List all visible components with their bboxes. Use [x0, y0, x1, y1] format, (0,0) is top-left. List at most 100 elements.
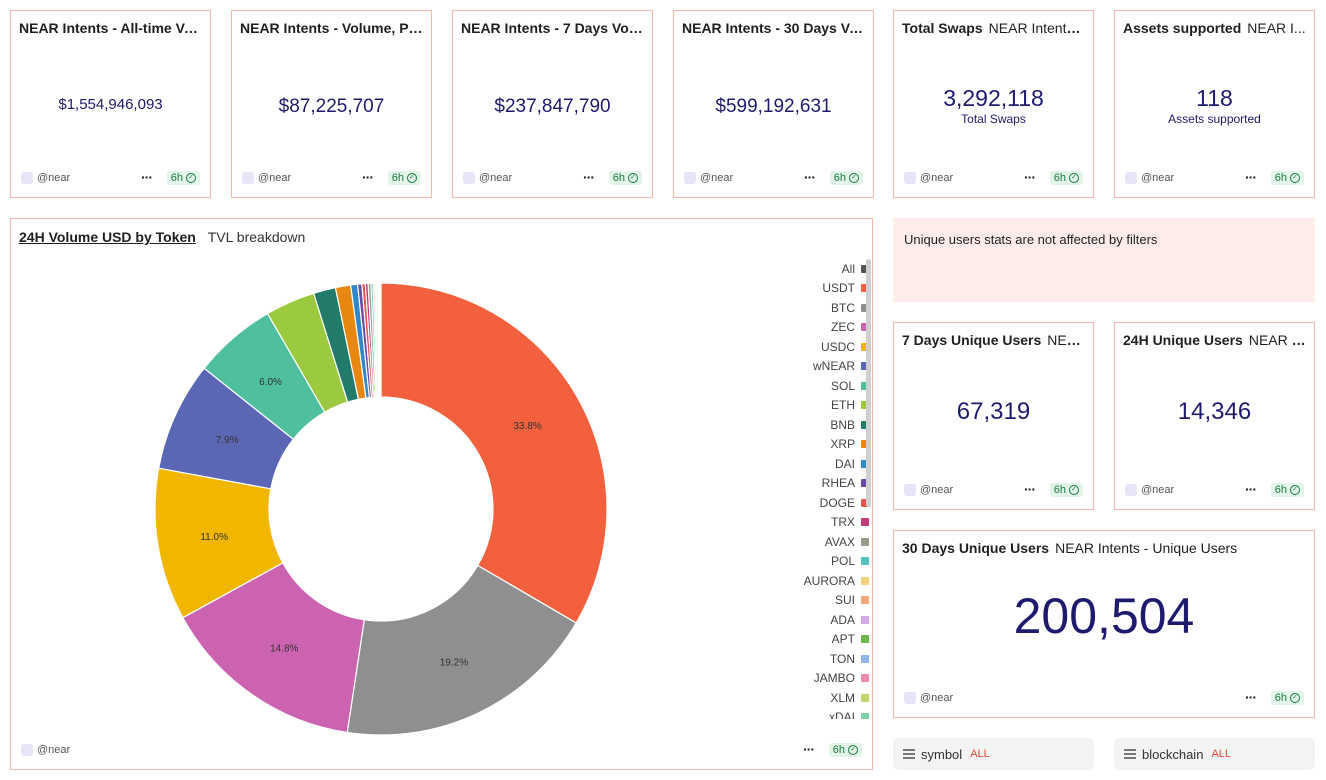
legend-item-pol[interactable]: POL — [781, 552, 869, 572]
more-menu-icon[interactable]: ··· — [583, 169, 595, 185]
card-title-text: NEAR Intents - Volume, Pa... — [240, 20, 423, 36]
legend-label: xDAI — [828, 710, 855, 719]
slice-usdt[interactable] — [380, 282, 608, 624]
owner[interactable]: @near — [21, 744, 70, 756]
legend-item-usdt[interactable]: USDT — [781, 279, 869, 299]
legend-item-apt[interactable]: APT — [781, 630, 869, 650]
card-footer: @near ··· 6h ✓ — [1125, 481, 1304, 500]
more-menu-icon[interactable]: ··· — [1024, 169, 1036, 185]
owner[interactable]: @near — [463, 172, 512, 184]
legend-swatch — [861, 537, 869, 546]
legend-swatch — [861, 420, 869, 429]
filter-symbol[interactable]: symbol ALL — [893, 738, 1094, 770]
legend-item-avax[interactable]: AVAX — [781, 532, 869, 552]
owner[interactable]: @near — [684, 172, 733, 184]
legend-item-xdai[interactable]: xDAI — [781, 708, 869, 719]
legend-item-xlm[interactable]: XLM — [781, 688, 869, 708]
refresh-badge: 6h ✓ — [387, 171, 421, 185]
kpi-card[interactable]: NEAR Intents - All-time Vol... $1,554,94… — [10, 10, 211, 198]
legend-item-wnear[interactable]: wNEAR — [781, 357, 869, 377]
legend-label: ZEC — [831, 320, 855, 335]
more-menu-icon[interactable]: ··· — [804, 169, 816, 185]
users-card[interactable]: 24H Unique Users NEAR I... 14,346 @near ·… — [1114, 322, 1315, 510]
owner[interactable]: @near — [904, 172, 953, 184]
avatar — [1125, 172, 1137, 184]
card-subtitle: NEAR I... — [1248, 332, 1306, 348]
filter-label: blockchain — [1142, 746, 1204, 762]
legend-item-all[interactable]: All — [781, 259, 869, 279]
owner[interactable]: @near — [904, 484, 953, 496]
kpi-card[interactable]: NEAR Intents - Volume, Pa... $87,225,707… — [231, 10, 432, 198]
filter-label: symbol — [921, 746, 963, 762]
check-icon: ✓ — [848, 745, 858, 755]
more-menu-icon[interactable]: ··· — [803, 741, 815, 757]
filter-blockchain[interactable]: blockchain ALL — [1114, 738, 1315, 770]
legend-swatch — [861, 342, 869, 351]
refresh-label: 6h — [1274, 484, 1287, 496]
card-footer: @near ··· 6h ✓ — [1125, 169, 1304, 188]
owner[interactable]: @near — [242, 172, 291, 184]
owner[interactable]: @near — [21, 172, 70, 184]
kpi-value: $599,192,631 — [715, 96, 832, 117]
check-icon: ✓ — [628, 173, 638, 183]
legend-item-eth[interactable]: ETH — [781, 396, 869, 416]
slice-btc[interactable] — [346, 564, 578, 736]
slice-xdai[interactable] — [379, 282, 382, 398]
users-card[interactable]: 7 Days Unique Users NEA... 67,319 @near ·… — [893, 322, 1094, 510]
owner[interactable]: @near — [1125, 172, 1174, 184]
legend-label: DAI — [834, 456, 855, 471]
legend-item-ada[interactable]: ADA — [781, 610, 869, 630]
chart-footer: @near ··· 6h ✓ — [21, 741, 862, 760]
slice-label: 7.9% — [216, 435, 239, 446]
kpi-card[interactable]: Assets supported NEAR I... 118 Assets sup… — [1114, 10, 1315, 198]
check-icon: ✓ — [1069, 173, 1079, 183]
legend-item-aurora[interactable]: AURORA — [781, 571, 869, 591]
users-card[interactable]: 30 Days Unique Users NEAR Intents - Uniqu… — [893, 530, 1315, 718]
card-footer: @near ··· 6h ✓ — [684, 169, 863, 188]
legend-item-doge[interactable]: DOGE — [781, 493, 869, 513]
legend-item-jambo[interactable]: JAMBO — [781, 669, 869, 689]
owner[interactable]: @near — [1125, 484, 1174, 496]
legend-item-dai[interactable]: DAI — [781, 454, 869, 474]
legend-label: XRP — [830, 437, 855, 452]
legend-scrollbar[interactable] — [866, 259, 871, 507]
legend-swatch — [861, 440, 869, 449]
more-menu-icon[interactable]: ··· — [1245, 689, 1257, 705]
legend-item-usdc[interactable]: USDC — [781, 337, 869, 357]
legend-item-sui[interactable]: SUI — [781, 591, 869, 611]
legend-label: RHEA — [821, 476, 855, 491]
refresh-label: 6h — [170, 172, 183, 184]
more-menu-icon[interactable]: ··· — [141, 169, 153, 185]
legend-item-btc[interactable]: BTC — [781, 298, 869, 318]
more-menu-icon[interactable]: ··· — [362, 169, 374, 185]
legend-label: ETH — [831, 398, 855, 413]
legend-label: APT — [831, 632, 855, 647]
tab-24h-volume[interactable]: 24H Volume USD by Token — [19, 229, 196, 245]
kpi-card[interactable]: NEAR Intents - 30 Days Vo... $599,192,63… — [673, 10, 874, 198]
kpi-card[interactable]: NEAR Intents - 7 Days Volu... $237,847,7… — [452, 10, 653, 198]
card-title-text: NEAR Intents - 30 Days Vo... — [682, 20, 865, 36]
owner-name: @near — [1141, 172, 1175, 184]
legend-item-sol[interactable]: SOL — [781, 376, 869, 396]
notice-text: Unique users stats are not affected by f… — [904, 232, 1158, 247]
owner[interactable]: @near — [904, 692, 953, 704]
legend-item-bnb[interactable]: BNB — [781, 415, 869, 435]
legend-swatch — [861, 323, 869, 332]
legend-item-zec[interactable]: ZEC — [781, 318, 869, 338]
more-menu-icon[interactable]: ··· — [1245, 481, 1257, 497]
slice-label: 6.0% — [259, 377, 282, 388]
refresh-badge: 6h ✓ — [1270, 691, 1304, 705]
more-menu-icon[interactable]: ··· — [1245, 169, 1257, 185]
check-icon: ✓ — [849, 173, 859, 183]
legend-item-rhea[interactable]: RHEA — [781, 474, 869, 494]
refresh-badge: 6h ✓ — [1270, 483, 1304, 497]
more-menu-icon[interactable]: ··· — [1024, 481, 1036, 497]
legend-item-ton[interactable]: TON — [781, 649, 869, 669]
kpi-value: 118 — [1196, 85, 1233, 111]
legend-item-xrp[interactable]: XRP — [781, 435, 869, 455]
tab-tvl-breakdown[interactable]: TVL breakdown — [207, 229, 306, 245]
kpi-card[interactable]: Total Swaps NEAR Intents... 3,292,118 Tot… — [893, 10, 1094, 198]
owner-name: @near — [479, 172, 513, 184]
legend-item-trx[interactable]: TRX — [781, 513, 869, 533]
slice-zec[interactable] — [182, 562, 365, 734]
